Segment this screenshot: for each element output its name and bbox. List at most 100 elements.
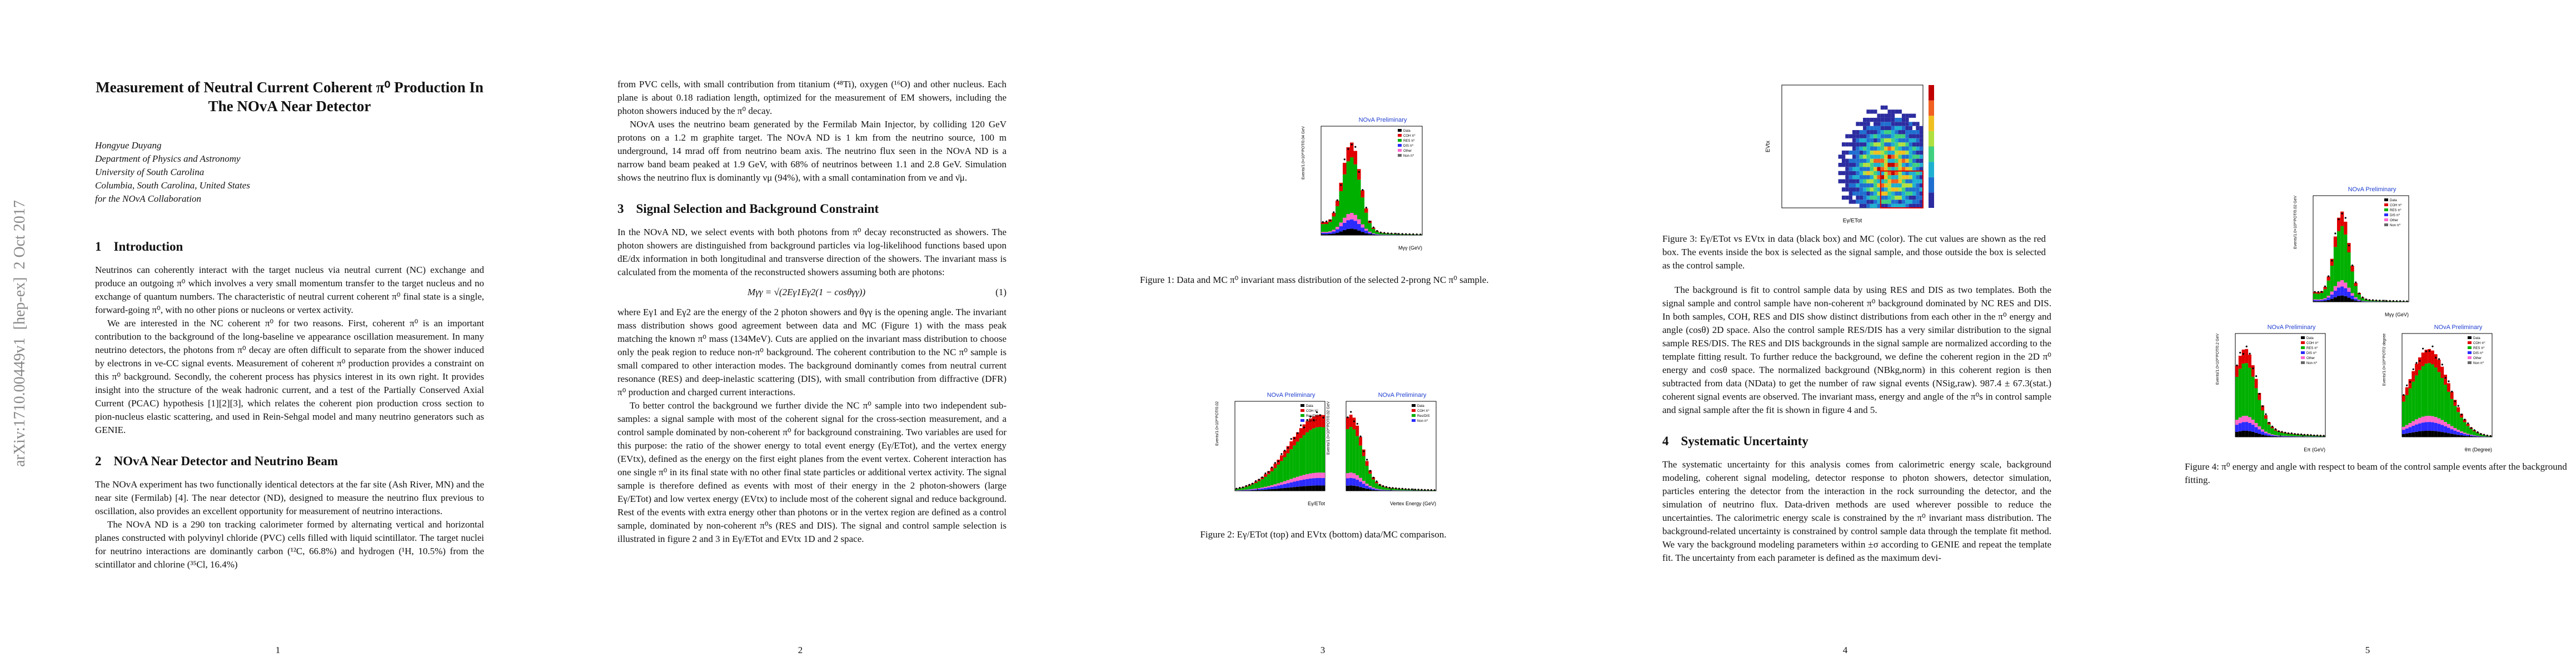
data-point xyxy=(1376,480,1378,482)
data-point xyxy=(2406,384,2408,386)
histogram-bar xyxy=(1306,486,1309,491)
histogram-bar xyxy=(1299,428,1303,439)
histogram-bar xyxy=(1368,489,1372,491)
histogram-bar xyxy=(2258,392,2261,400)
histogram-bar xyxy=(1277,483,1280,486)
histogram-bar xyxy=(2415,375,2418,420)
heatmap-cell xyxy=(1866,175,1870,180)
heatmap-cell xyxy=(1863,142,1867,147)
data-point xyxy=(1347,148,1349,150)
histogram-bar xyxy=(2241,364,2245,416)
histogram-bar xyxy=(1391,488,1394,490)
heatmap-cell xyxy=(1880,158,1885,163)
heatmap-cell xyxy=(1859,191,1864,196)
heatmap-cell xyxy=(1898,179,1902,183)
y-axis-label: Events/1.0×10²⁰POT/0.02 GeV xyxy=(2293,196,2298,249)
histogram-bar xyxy=(2418,431,2421,437)
histogram-bar xyxy=(1254,482,1258,489)
heatmap-cell xyxy=(1905,146,1909,151)
histogram-bar xyxy=(1280,482,1283,485)
data-point xyxy=(2252,367,2254,370)
heatmap-cell xyxy=(1870,126,1874,131)
histogram-bar xyxy=(1346,473,1349,479)
data-point xyxy=(1284,450,1286,452)
histogram-bar xyxy=(1254,489,1258,490)
data-point xyxy=(2382,300,2384,302)
legend-entry: RES π⁰ xyxy=(2306,346,2318,350)
heatmap-cell xyxy=(1898,171,1902,176)
color-scale xyxy=(1929,146,1934,162)
heatmap-cell xyxy=(1841,158,1846,163)
data-point xyxy=(1306,419,1308,421)
heatmap-cell xyxy=(1884,146,1888,151)
histogram-bar xyxy=(1324,224,1328,232)
heatmap-cell xyxy=(1852,179,1856,183)
histogram-bar xyxy=(2283,436,2287,437)
affiliation: Department of Physics and Astronomy xyxy=(95,153,241,164)
histogram-bar xyxy=(2431,364,2434,416)
histogram-bar xyxy=(2354,300,2358,302)
histogram-bar xyxy=(2264,419,2268,432)
histogram-bar xyxy=(1365,484,1369,486)
plot-label: NOvA Preliminary xyxy=(1378,392,1427,399)
heatmap-cell xyxy=(1841,187,1846,192)
heatmap-cell xyxy=(1848,150,1852,155)
histogram-bar xyxy=(2402,430,2405,434)
histogram-bar xyxy=(2418,423,2421,431)
histogram-bar xyxy=(1280,455,1283,461)
legend-entry: Data xyxy=(1306,405,1313,408)
data-point xyxy=(2467,422,2469,425)
data-point xyxy=(2278,430,2280,432)
histogram-bar xyxy=(2453,428,2457,431)
histogram-bar xyxy=(2323,287,2327,290)
legend-swatch xyxy=(1412,409,1416,412)
histogram-bar xyxy=(2254,427,2258,433)
heatmap-cell xyxy=(1909,203,1912,208)
heatmap-cell xyxy=(1895,179,1899,183)
histogram-bar xyxy=(2450,429,2454,434)
histogram-bar xyxy=(1324,222,1328,225)
section-number: 4 xyxy=(1662,434,1669,448)
heatmap-cell xyxy=(1866,146,1870,151)
histogram-bar xyxy=(2437,418,2441,424)
heatmap-cell xyxy=(1852,183,1856,188)
color-scale xyxy=(1929,116,1934,131)
heatmap-cell xyxy=(1866,179,1870,183)
heatmap-cell xyxy=(1891,191,1895,196)
histogram-bar xyxy=(2415,419,2418,425)
heatmap-cell xyxy=(1856,150,1860,155)
heatmap-cell xyxy=(1887,138,1891,143)
plot-label: NOvA Preliminary xyxy=(2434,324,2483,331)
legend-entry: COH π⁰ xyxy=(1306,409,1318,413)
heatmap-cell xyxy=(1916,203,1920,208)
data-point xyxy=(1350,411,1352,413)
author: Hongyue Duyang xyxy=(95,140,162,151)
legend-swatch xyxy=(1398,149,1402,152)
heatmap-cell xyxy=(1891,150,1895,155)
heatmap-cell xyxy=(1912,162,1916,167)
heatmap-cell xyxy=(1848,134,1852,138)
heatmap-cell xyxy=(1870,117,1874,122)
heatmap-cell xyxy=(1912,134,1916,138)
heatmap-cell xyxy=(1905,179,1909,183)
histogram-bar xyxy=(1349,485,1353,491)
heatmap-cell xyxy=(1880,117,1885,122)
heatmap-cell xyxy=(1859,175,1864,180)
legend-entry: Data xyxy=(2473,337,2480,340)
histogram-bar xyxy=(2316,301,2320,302)
heatmap-cell xyxy=(1874,130,1877,135)
heatmap-cell xyxy=(1898,134,1902,138)
legend-swatch xyxy=(2301,351,2305,354)
heatmap-cell xyxy=(1884,130,1888,135)
data-point xyxy=(1268,471,1270,473)
heatmap-cell xyxy=(1909,183,1912,188)
heatmap-cell xyxy=(1863,191,1867,196)
heatmap-cell xyxy=(1866,142,1870,147)
heatmap-cell xyxy=(1880,179,1885,183)
heatmap-cell xyxy=(1874,155,1877,159)
histogram-bar xyxy=(1328,234,1332,235)
heatmap-cell xyxy=(1901,130,1906,135)
legend-entry: Other xyxy=(1403,150,1412,153)
histogram-bar xyxy=(1356,475,1359,480)
heatmap-cell xyxy=(1859,122,1864,126)
